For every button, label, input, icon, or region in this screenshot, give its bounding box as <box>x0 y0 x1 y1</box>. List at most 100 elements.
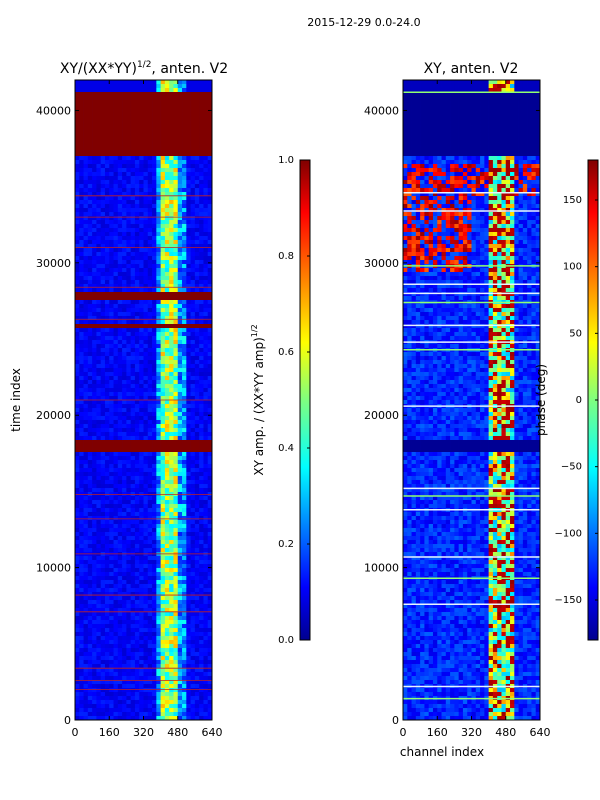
amplitude-cell <box>186 192 191 197</box>
amplitude-cell <box>186 500 191 505</box>
amplitude-cell <box>160 340 166 345</box>
amplitude-cell <box>109 608 114 613</box>
amplitude-cell <box>75 688 80 693</box>
amplitude-cell <box>87 604 93 609</box>
amplitude-cell <box>207 472 212 477</box>
amplitude-cell <box>190 548 196 553</box>
amplitude-cell <box>83 496 89 501</box>
amplitude-cell <box>75 564 80 569</box>
amplitude-cell <box>164 456 170 461</box>
amplitude-cell <box>199 320 204 325</box>
amplitude-cell <box>190 576 196 581</box>
amplitude-cell <box>87 432 93 437</box>
amplitude-cell <box>156 268 161 273</box>
amplitude-cell <box>143 472 149 477</box>
amplitude-cell <box>96 288 101 293</box>
amplitude-cell <box>199 180 204 185</box>
amplitude-cell <box>156 84 161 89</box>
amplitude-cell <box>164 368 170 373</box>
amplitude-cell <box>164 104 170 109</box>
amplitude-cell <box>117 540 123 545</box>
amplitude-cell <box>100 288 106 293</box>
amplitude-cell <box>122 572 127 577</box>
amplitude-cell <box>126 532 131 537</box>
amplitude-cell <box>160 324 166 329</box>
amplitude-cell <box>186 648 191 653</box>
amplitude-cell <box>126 568 131 573</box>
amplitude-cell <box>79 312 84 317</box>
amplitude-cell <box>96 496 101 501</box>
amplitude-cell <box>194 116 200 121</box>
amplitude-cell <box>130 412 136 417</box>
amplitude-cell <box>92 508 97 513</box>
amplitude-cell <box>194 292 200 297</box>
amplitude-cell <box>190 452 196 457</box>
amplitude-cell <box>126 392 131 397</box>
amplitude-cell <box>92 128 97 133</box>
amplitude-cell <box>126 356 131 361</box>
amplitude-cell <box>203 96 209 101</box>
amplitude-cell <box>139 596 144 601</box>
amplitude-cell <box>79 596 84 601</box>
amplitude-cell <box>130 168 136 173</box>
amplitude-cell <box>207 536 212 541</box>
amplitude-cell <box>182 508 187 513</box>
amplitude-cell <box>113 592 119 597</box>
amplitude-cell <box>109 440 114 445</box>
amplitude-cell <box>104 636 110 641</box>
amplitude-cell <box>182 660 187 665</box>
amplitude-cell <box>164 152 170 157</box>
amplitude-cell <box>199 264 204 269</box>
amplitude-cell <box>117 496 123 501</box>
amplitude-cell <box>87 452 93 457</box>
amplitude-cell <box>156 448 161 453</box>
amplitude-cell <box>100 176 106 181</box>
amplitude-cell <box>173 452 179 457</box>
amplitude-cell <box>177 260 183 265</box>
amplitude-cell <box>117 660 123 665</box>
amplitude-cell <box>160 296 166 301</box>
amplitude-cell <box>194 696 200 701</box>
amplitude-cell <box>104 380 110 385</box>
amplitude-cell <box>92 368 97 373</box>
amplitude-cell <box>92 300 97 305</box>
amplitude-cell <box>156 116 161 121</box>
amplitude-cell <box>96 616 101 621</box>
amplitude-cell <box>147 204 153 209</box>
amplitude-cell <box>79 592 84 597</box>
amplitude-cell <box>139 600 144 605</box>
amplitude-cell <box>203 652 209 657</box>
amplitude-cell <box>186 448 191 453</box>
amplitude-cell <box>117 696 123 701</box>
amplitude-cell <box>173 332 179 337</box>
amplitude-cell <box>100 440 106 445</box>
amplitude-cell <box>87 472 93 477</box>
amplitude-cell <box>156 312 161 317</box>
amplitude-cell <box>83 632 89 637</box>
amplitude-cell <box>104 300 110 305</box>
amplitude-cell <box>75 100 80 105</box>
amplitude-cell <box>199 244 204 249</box>
amplitude-cell <box>79 480 84 485</box>
amplitude-cell <box>83 480 89 485</box>
amplitude-cell <box>203 696 209 701</box>
amplitude-cell <box>169 416 174 421</box>
amplitude-cell <box>109 496 114 501</box>
amplitude-cell <box>156 676 161 681</box>
amplitude-cell <box>117 180 123 185</box>
amplitude-cell <box>160 112 166 117</box>
amplitude-cell <box>96 340 101 345</box>
amplitude-cell <box>139 236 144 241</box>
amplitude-cell <box>203 156 209 161</box>
amplitude-cell <box>194 656 200 661</box>
amplitude-cell <box>75 660 80 665</box>
amplitude-cell <box>126 588 131 593</box>
amplitude-cell <box>186 660 191 665</box>
amplitude-cell <box>203 340 209 345</box>
amplitude-cell <box>182 116 187 121</box>
amplitude-cell <box>130 692 136 697</box>
amplitude-cell <box>152 360 157 365</box>
amplitude-cell <box>173 148 179 153</box>
amplitude-cell <box>134 452 140 457</box>
amplitude-cell <box>92 472 97 477</box>
